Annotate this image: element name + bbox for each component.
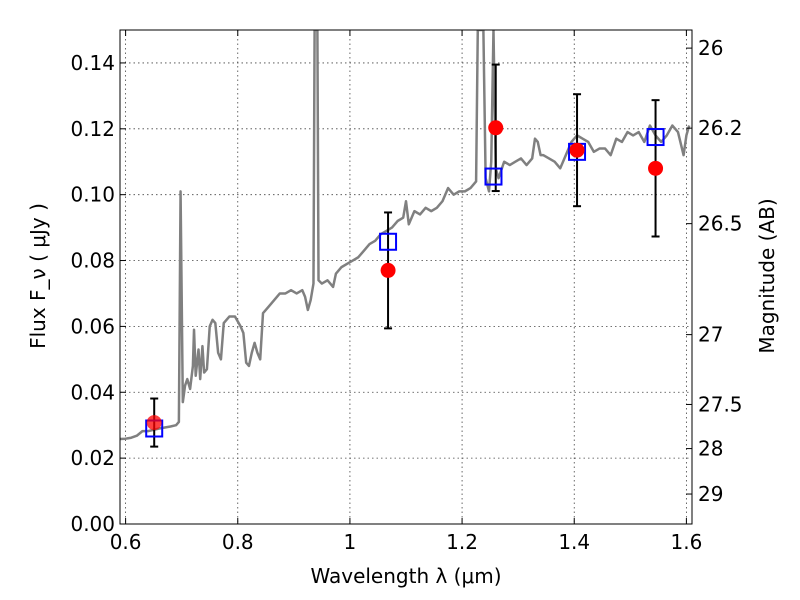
x-tick-label: 0.6	[110, 530, 142, 554]
right-tick-label: 26.2	[698, 116, 743, 140]
observed-flux-point	[648, 160, 664, 176]
y-axis-label: Flux F_ν ( μJy )	[26, 203, 50, 349]
observed-flux-point	[488, 120, 504, 136]
observed-flux-point	[146, 415, 162, 431]
x-tick-label: 1	[344, 530, 357, 554]
observed-flux-point	[569, 142, 585, 158]
y-tick-label: 0.00	[70, 512, 115, 536]
observed-flux-point	[380, 262, 396, 278]
grid	[120, 30, 692, 525]
x-tick-label: 1.6	[670, 530, 702, 554]
y-tick-label: 0.14	[70, 51, 115, 75]
right-tick-label: 26	[698, 36, 723, 60]
error-bars	[150, 63, 660, 448]
spectrum-line	[120, 30, 691, 441]
y-tick-label: 0.08	[70, 249, 115, 273]
y-tick-label: 0.02	[70, 446, 115, 470]
x-axis-label: Wavelength λ (μm)	[310, 564, 501, 588]
y-tick-label: 0.04	[70, 380, 115, 404]
right-tick-label: 27	[698, 323, 723, 347]
x-tick-label: 1.2	[446, 530, 478, 554]
model-square-marker	[646, 128, 665, 147]
spectrum-series	[120, 30, 691, 441]
right-tick-label: 28	[698, 437, 723, 461]
y-tick-label: 0.06	[70, 314, 115, 338]
x-tick-label: 0.8	[222, 530, 254, 554]
right-tick-label: 29	[698, 482, 723, 506]
model-square-marker	[379, 232, 398, 251]
y-tick-label: 0.10	[70, 183, 115, 207]
model-square-marker	[484, 167, 503, 186]
y-axis-right-label: Magnitude (AB)	[755, 198, 779, 353]
y-tick-label: 0.12	[70, 117, 115, 141]
right-tick-label: 27.5	[698, 392, 743, 416]
plot-frame	[119, 29, 693, 525]
photometry-markers	[145, 120, 665, 438]
x-tick-label: 1.4	[558, 530, 590, 554]
axis-ticks: 0.6 0.8 1 1.2 1.4 1.6 0.00 0.02 0.04 0.06 0.08 0.10…	[70, 30, 743, 554]
right-tick-label: 26.5	[698, 212, 743, 236]
